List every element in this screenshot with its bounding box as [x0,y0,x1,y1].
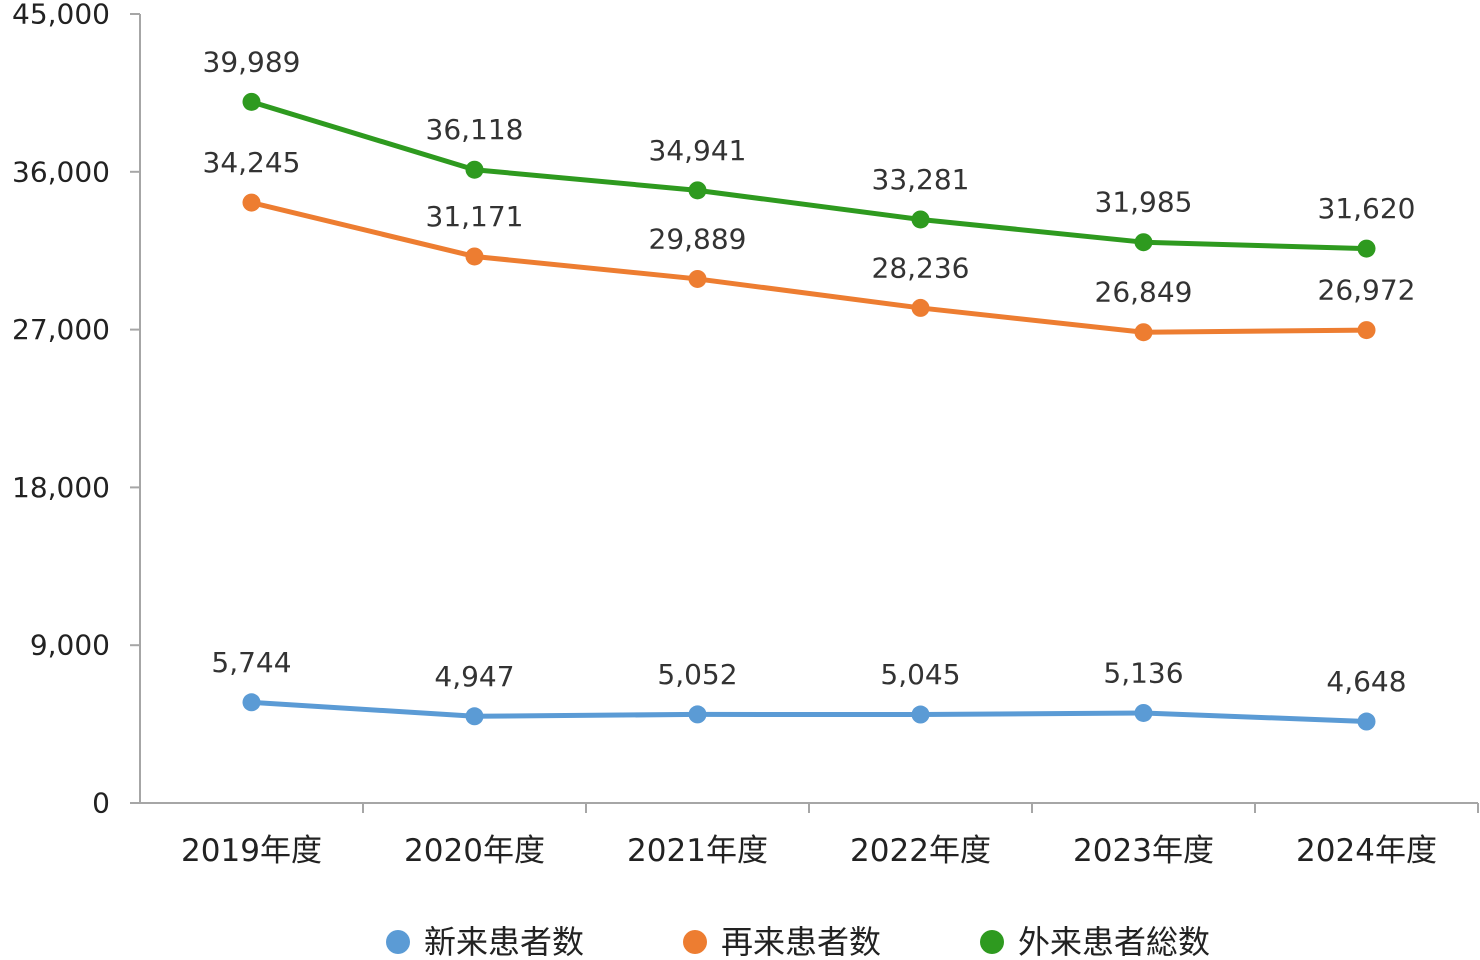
x-tick-label: 2022年度 [850,833,991,869]
series-line [249,99,1369,252]
data-label: 28,236 [872,251,970,284]
data-label: 31,985 [1095,186,1193,219]
series-line [249,699,1369,725]
data-point [911,210,930,229]
legend-item: 再来患者数 [683,923,881,960]
data-point [1357,239,1376,258]
data-point [911,298,930,317]
data-point [465,707,484,726]
y-tick-label: 18,000 [12,471,110,504]
data-label: 5,045 [880,658,960,691]
data-label: 36,118 [426,113,524,146]
data-label: 34,941 [649,134,747,167]
data-point [465,160,484,179]
legend: 新来患者数 再来患者数 外来患者総数 [386,923,1210,960]
series-2: 34,245 31,171 29,889 28,236 26,849 26,972 [203,146,1416,342]
data-point [242,92,261,111]
data-point [911,705,930,724]
data-point [1357,712,1376,731]
series-layer: 5,744 4,947 5,052 5,045 5,136 4,648 34,245 31,1… [203,45,1416,731]
legend-marker [386,930,410,954]
x-tick-label: 2021年度 [627,833,768,869]
data-point [688,269,707,288]
legend-marker [980,930,1004,954]
data-point [1134,703,1153,722]
legend-item: 新来患者数 [386,923,584,960]
y-tick-label: 45,000 [12,0,110,31]
data-label: 29,889 [649,222,747,255]
data-label: 5,744 [211,646,291,679]
data-label: 33,281 [872,163,970,196]
legend-item: 外来患者総数 [980,923,1210,960]
series-1: 5,744 4,947 5,052 5,045 5,136 4,648 [211,646,1407,731]
data-label: 34,245 [203,146,301,179]
data-point [1134,233,1153,252]
data-point [1134,323,1153,342]
y-axis-ticks: 0 9,000 18,000 27,000 36,000 45,000 [12,0,140,820]
x-tick-label: 2024年度 [1296,833,1437,869]
y-tick-label: 27,000 [12,313,110,346]
data-label: 5,136 [1103,656,1183,689]
data-label: 4,947 [434,660,514,693]
y-tick-label: 0 [92,787,110,820]
data-label: 5,052 [657,658,737,691]
data-point [688,181,707,200]
y-tick-label: 9,000 [30,629,110,662]
y-tick-label: 36,000 [12,155,110,188]
data-point [242,693,261,712]
x-tick-label: 2019年度 [181,833,322,869]
data-label: 4,648 [1326,665,1406,698]
data-label: 26,849 [1095,276,1193,309]
legend-label: 再来患者数 [721,923,881,960]
legend-marker [683,930,707,954]
data-point [465,247,484,266]
data-label: 26,972 [1318,274,1416,307]
series-line [249,200,1369,335]
data-point [688,705,707,724]
x-axis-ticks: 2019年度 2020年度 2021年度 2022年度 2023年度 2024年度 [181,803,1479,869]
data-point [242,193,261,212]
data-label: 39,989 [203,45,301,78]
data-label: 31,620 [1318,192,1416,225]
data-label: 31,171 [426,200,524,233]
x-tick-label: 2020年度 [404,833,545,869]
axes [139,14,1478,804]
legend-label: 外来患者総数 [1018,923,1210,960]
data-point [1357,321,1376,340]
x-tick-label: 2023年度 [1073,833,1214,869]
legend-label: 新来患者数 [424,923,584,960]
series-3: 39,989 36,118 34,941 33,281 31,985 31,620 [203,45,1416,258]
